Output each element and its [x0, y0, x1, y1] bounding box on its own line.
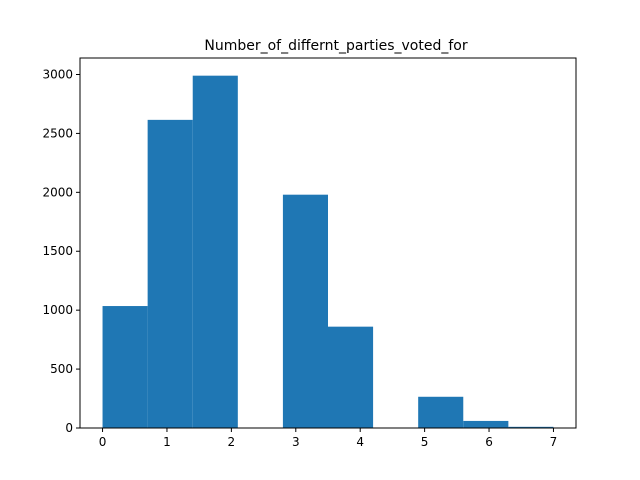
- y-tick-label: 3000: [42, 67, 73, 81]
- histogram-bar: [508, 426, 554, 428]
- x-tick-label: 6: [485, 435, 493, 449]
- plot-frame: [79, 57, 577, 429]
- y-tick-label: 2000: [42, 185, 73, 199]
- histogram-bar: [282, 194, 328, 428]
- x-axis-ticks: 0 1 2 3 4 5 6 7: [99, 428, 558, 449]
- y-tick-label: 1500: [42, 244, 73, 258]
- x-tick-label: 3: [292, 435, 300, 449]
- y-tick-label: 1000: [42, 303, 73, 317]
- x-tick-label: 1: [163, 435, 171, 449]
- x-tick-label: 2: [228, 435, 236, 449]
- bars-group: [102, 75, 554, 428]
- y-axis-ticks: 0 500 1000 1500 2000 2500 3000: [42, 67, 80, 435]
- x-tick-label: 5: [421, 435, 429, 449]
- histogram-bar: [418, 396, 464, 428]
- y-tick-label: 2500: [42, 126, 73, 140]
- y-tick-label: 0: [65, 421, 73, 435]
- histogram-bar: [192, 75, 238, 428]
- chart-title: Number_of_differnt_parties_voted_for: [204, 38, 467, 54]
- histogram-bar: [463, 420, 509, 428]
- histogram-bar: [147, 119, 193, 428]
- histogram-bar: [328, 326, 374, 428]
- y-tick-label: 500: [50, 362, 73, 376]
- histogram-bar: [102, 306, 148, 428]
- x-tick-label: 7: [550, 435, 558, 449]
- x-tick-label: 0: [99, 435, 107, 449]
- x-tick-label: 4: [356, 435, 364, 449]
